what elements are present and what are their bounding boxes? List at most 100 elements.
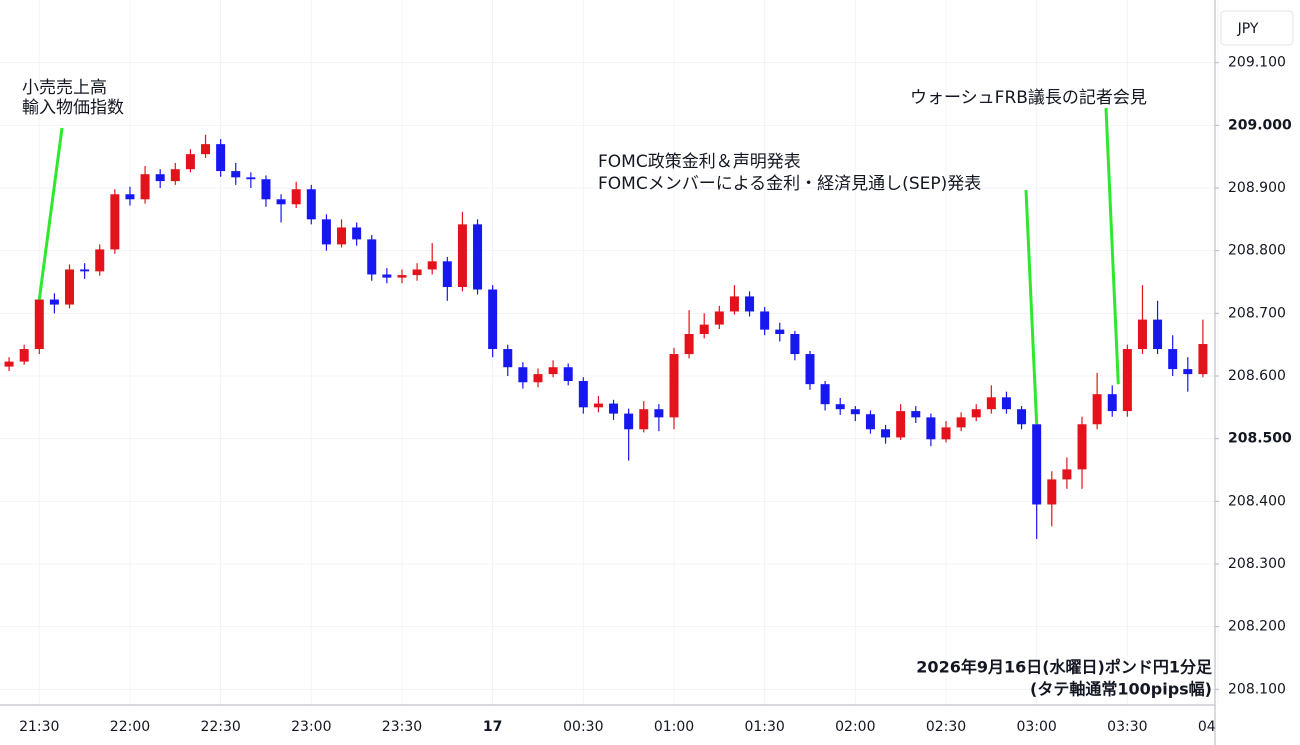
candle-body — [1183, 369, 1193, 375]
candle-body — [1092, 394, 1102, 425]
candle-body — [34, 299, 44, 350]
candle-body — [1122, 349, 1132, 412]
y-tick-label: 208.700 — [1228, 305, 1286, 321]
candle-body — [65, 269, 75, 305]
candle-body — [352, 227, 362, 240]
candle-body — [654, 409, 664, 418]
candle-body — [714, 311, 724, 325]
annotation-text: FOMCメンバーによる金利・経済見通し(SEP)発表 — [598, 174, 981, 194]
candle-body — [19, 349, 29, 362]
candle-body — [367, 239, 377, 275]
x-tick-label: 01:30 — [744, 719, 784, 735]
x-tick-label: 03:30 — [1107, 719, 1147, 735]
y-tick-label: 208.300 — [1228, 556, 1286, 572]
candle-body — [941, 427, 951, 440]
candle-body — [745, 296, 755, 312]
y-tick-label: 208.800 — [1228, 243, 1286, 259]
x-tick-label: 00:30 — [563, 719, 603, 735]
candle-body — [1198, 344, 1208, 375]
candle-body — [624, 413, 634, 430]
grid — [0, 0, 1219, 705]
candle-body — [231, 171, 241, 178]
candle-body — [412, 269, 422, 276]
candle-body — [291, 189, 301, 205]
candle-body — [1032, 424, 1042, 505]
x-tick-label: 22:30 — [200, 719, 240, 735]
candle-body — [488, 289, 498, 350]
y-tick-label: 209.100 — [1228, 55, 1286, 71]
y-axis: 208.100 208.200 208.300 208.400 208.500 208.6… — [1215, 55, 1292, 697]
x-tick-label: 02:30 — [926, 719, 966, 735]
candle-body — [609, 403, 619, 414]
x-tick-label: 23:00 — [291, 719, 331, 735]
candle-body — [1001, 397, 1011, 410]
x-axis: 21:30 22:00 22:30 23:00 23:30 17 00:30 01:00 01:… — [19, 719, 1238, 735]
x-tick-label: 04:00 — [1198, 719, 1238, 735]
candle-body — [760, 311, 770, 330]
candle-body — [548, 367, 558, 375]
candle-body — [4, 361, 14, 367]
candle-body — [170, 169, 180, 182]
candle-body — [578, 381, 588, 408]
candle-body — [986, 397, 996, 410]
annotation-text: FOMC政策金利＆声明発表 — [598, 152, 801, 172]
x-tick-label: 01:00 — [654, 719, 694, 735]
candle-body — [306, 189, 316, 220]
candle-body — [1047, 479, 1057, 505]
candle-body — [956, 417, 966, 428]
candle-body — [1153, 319, 1163, 350]
candle-body — [397, 275, 407, 278]
y-tick-label: 208.500 — [1228, 431, 1292, 447]
candle-body — [926, 417, 936, 440]
y-tick-label: 208.600 — [1228, 368, 1286, 384]
candle-body — [850, 409, 860, 415]
candle-body — [185, 154, 195, 170]
candle-body — [775, 329, 785, 335]
caption: (タテ軸通常100pips幅) — [1030, 680, 1212, 699]
candle-body — [729, 296, 739, 312]
candle-body — [805, 354, 815, 385]
annotation-text: 小売売上高 — [22, 78, 107, 98]
candle-body — [427, 261, 437, 270]
candle-body — [820, 384, 830, 405]
candle-body — [896, 411, 906, 438]
candle-body — [276, 199, 286, 205]
candle-body — [337, 227, 347, 245]
candle-body — [1017, 409, 1027, 425]
y-tick-label: 208.900 — [1228, 180, 1286, 196]
candle-body — [699, 324, 709, 335]
candle-body — [563, 367, 573, 382]
x-tick-label: 02:00 — [835, 719, 875, 735]
x-tick-label: 21:30 — [19, 719, 59, 735]
annotation-pointer — [37, 127, 64, 300]
annotation-pointer — [1024, 189, 1039, 425]
candle-body — [881, 429, 891, 438]
candle-body — [669, 354, 679, 418]
candle-body — [95, 249, 105, 272]
candle-body — [140, 174, 150, 200]
annotation-pointer — [1104, 107, 1120, 385]
candle-body — [865, 414, 875, 430]
candle-body — [442, 261, 452, 288]
candle-body — [911, 411, 921, 418]
y-tick-label: 208.100 — [1228, 681, 1286, 697]
x-tick-label: 17 — [483, 719, 502, 735]
candles — [4, 134, 1208, 539]
x-tick-label: 23:30 — [382, 719, 422, 735]
candle-body — [533, 374, 543, 383]
y-tick-label: 208.200 — [1228, 619, 1286, 635]
candle-body — [1107, 394, 1117, 412]
candle-body — [835, 404, 845, 410]
annotation-text: 輸入物価指数 — [22, 98, 124, 118]
candle-body — [1137, 319, 1147, 350]
candle-body — [1062, 469, 1072, 480]
candle-body — [246, 177, 256, 180]
candle-body — [503, 349, 513, 368]
candle-body — [593, 403, 603, 408]
currency-label: JPY — [1237, 21, 1259, 37]
y-tick-label: 209.000 — [1228, 117, 1292, 133]
candle-body — [971, 409, 981, 418]
